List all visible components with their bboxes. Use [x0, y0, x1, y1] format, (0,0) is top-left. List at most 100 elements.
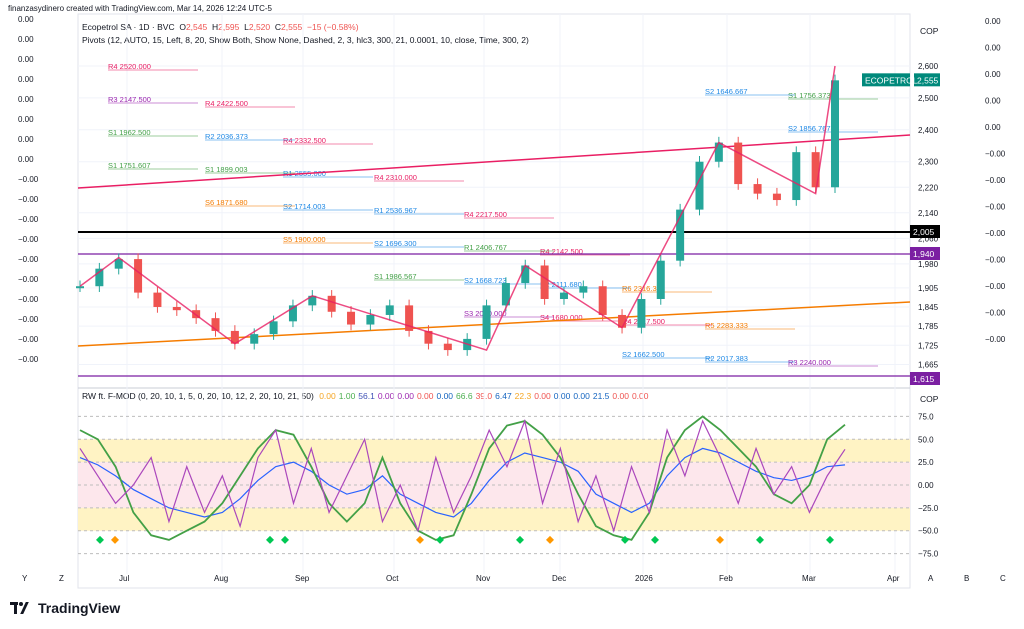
- osc-signal-marker: [96, 535, 104, 544]
- price-tick-label: 1,785: [918, 322, 939, 331]
- osc-signal-marker: [716, 535, 724, 544]
- close-label: C: [274, 22, 282, 32]
- candle-2025-11-21: [521, 265, 530, 284]
- right-axis-label: 0.00: [985, 123, 1001, 132]
- pivot-level-label: S2 1646.667: [705, 87, 748, 96]
- candle-2025-12-19: [598, 286, 607, 315]
- candle-2026-02-20: [772, 193, 781, 201]
- pivot-level-label: S5 1900.000: [283, 235, 326, 244]
- symbol-badge-bg: [862, 73, 910, 87]
- pivot-level-label: S1 1751.607: [108, 161, 151, 170]
- right-axis-label: 0.00: [985, 44, 1001, 53]
- osc-value-13: 0.00: [573, 391, 590, 401]
- price-tick-label: 2,060: [918, 234, 939, 243]
- left-axis-label: 0.00: [18, 75, 34, 84]
- price-tick-label: 2,600: [918, 62, 939, 71]
- osc-currency: COP: [920, 394, 939, 404]
- pivots-legend[interactable]: Pivots (12, AUTO, 15, Left, 8, 20, Show …: [82, 35, 529, 45]
- candle-2025-10-03: [385, 305, 394, 315]
- candle-2025-09-12: [327, 295, 336, 312]
- left-axis-label: −0.00: [18, 175, 39, 184]
- price-tick-label: 1,665: [918, 360, 939, 369]
- symbol-legend: Ecopetrol SA · 1D · BVC O2,545 H2,595 L2…: [82, 22, 359, 32]
- osc-series-1: [79, 415, 846, 541]
- osc-signal-marker: [826, 535, 834, 544]
- support-trendline: [77, 301, 911, 347]
- left-axis-label: 0.00: [18, 135, 34, 144]
- candle-2025-09-19: [347, 311, 356, 325]
- left-axis-label: −0.00: [18, 215, 39, 224]
- pivot-level-label: S2 1668.723: [464, 276, 507, 285]
- change-value: −15 (−0.58%): [307, 22, 359, 32]
- right-axis-label: −0.00: [985, 176, 1006, 185]
- osc-value-5: 0.00: [416, 391, 434, 401]
- osc-value-15: 0.00: [612, 391, 629, 401]
- right-axis-label: −0.00: [985, 150, 1006, 159]
- right-axis-label: −0.00: [985, 282, 1006, 291]
- symbol-title[interactable]: Ecopetrol SA · 1D · BVC: [82, 22, 175, 32]
- left-axis-label: 0.00: [18, 55, 34, 64]
- time-label-extra: Y: [22, 574, 28, 583]
- pivot-level-label: S2 1696.300: [374, 239, 417, 248]
- osc-tick-label: 0.00: [918, 481, 934, 490]
- high-value: 2,595: [218, 22, 240, 32]
- time-label-extra: B: [964, 574, 969, 583]
- low-value: 2,520: [248, 22, 271, 32]
- left-axis-label: −0.00: [18, 195, 39, 204]
- pivot-level-label: R4 2332.500: [283, 136, 326, 145]
- oscillator-name[interactable]: RW ft. F-MOD (0, 20, 10, 1, 5, 0, 20, 10…: [82, 391, 314, 401]
- candle-2026-01-16: [676, 209, 685, 261]
- left-axis-label: 0.00: [18, 35, 34, 44]
- osc-series-2: [79, 418, 846, 533]
- right-axis-label: 0.00: [985, 70, 1001, 79]
- candle-2025-09-26: [366, 314, 375, 325]
- close-value: 2,555: [281, 22, 303, 32]
- pivot-level-label: S2 1856.767: [788, 124, 831, 133]
- candle-2025-10-17: [424, 330, 433, 344]
- price-tick-label: 2,400: [918, 126, 939, 135]
- osc-value-2: 56.1: [358, 391, 375, 401]
- osc-value-3: 0.00: [377, 391, 395, 401]
- time-label-nov: Nov: [476, 574, 490, 583]
- price-tick-label: 1,905: [918, 284, 939, 293]
- osc-value-16: 0.00: [631, 391, 649, 401]
- pivot-level-label: R3 2147.500: [108, 95, 151, 104]
- tradingview-logo: TradingView: [10, 600, 120, 616]
- candle-2025-08-29: [288, 305, 297, 322]
- right-axis-label: −0.00: [985, 309, 1006, 318]
- pivot-level-label: S6 1871.680: [205, 198, 248, 207]
- price-1615-badge: 1,615: [913, 374, 935, 384]
- price-currency: COP: [920, 26, 939, 36]
- right-axis-label: −0.00: [985, 256, 1006, 265]
- price-tick-label: 2,300: [918, 158, 939, 167]
- time-label-apr: Apr: [887, 574, 900, 583]
- time-label-2026: 2026: [635, 574, 653, 583]
- candle-2025-06-27: [114, 259, 123, 269]
- candle-2025-10-10: [405, 305, 414, 331]
- osc-tick-label: 25.0: [918, 458, 934, 467]
- left-axis-label: −0.00: [18, 275, 39, 284]
- pivot-level-label: R3 2240.000: [788, 358, 831, 367]
- pivot-level-label: R5 2283.333: [705, 321, 748, 330]
- pivot-level-label: R2 2036.373: [205, 132, 248, 141]
- osc-signal-marker: [546, 535, 554, 544]
- osc-value-6: 0.00: [436, 391, 454, 401]
- osc-band-upper: [78, 439, 910, 463]
- osc-value-1: 1.00: [338, 391, 356, 401]
- left-axis-label: −0.00: [18, 295, 39, 304]
- osc-signal-marker: [416, 535, 424, 544]
- osc-signal-marker: [756, 535, 764, 544]
- zigzag-line: [79, 65, 836, 351]
- osc-signal-marker: [621, 535, 629, 544]
- left-axis-label: 0.00: [18, 155, 34, 164]
- watermark-header: finanzasydinero created with TradingView…: [8, 4, 272, 13]
- osc-tick-label: −75.0: [918, 550, 939, 559]
- candle-2025-12-05: [559, 292, 568, 299]
- oscillator-legend: RW ft. F-MOD (0, 20, 10, 1, 5, 0, 20, 10…: [82, 391, 655, 401]
- candle-2026-01-09: [656, 260, 665, 299]
- pivot-level-label: S1 1962.500: [108, 128, 151, 137]
- pivot-level-label: S1 1899.003: [205, 165, 248, 174]
- right-axis-label: −0.00: [985, 203, 1006, 212]
- pivot-level-label: R1 2406.767: [464, 243, 507, 252]
